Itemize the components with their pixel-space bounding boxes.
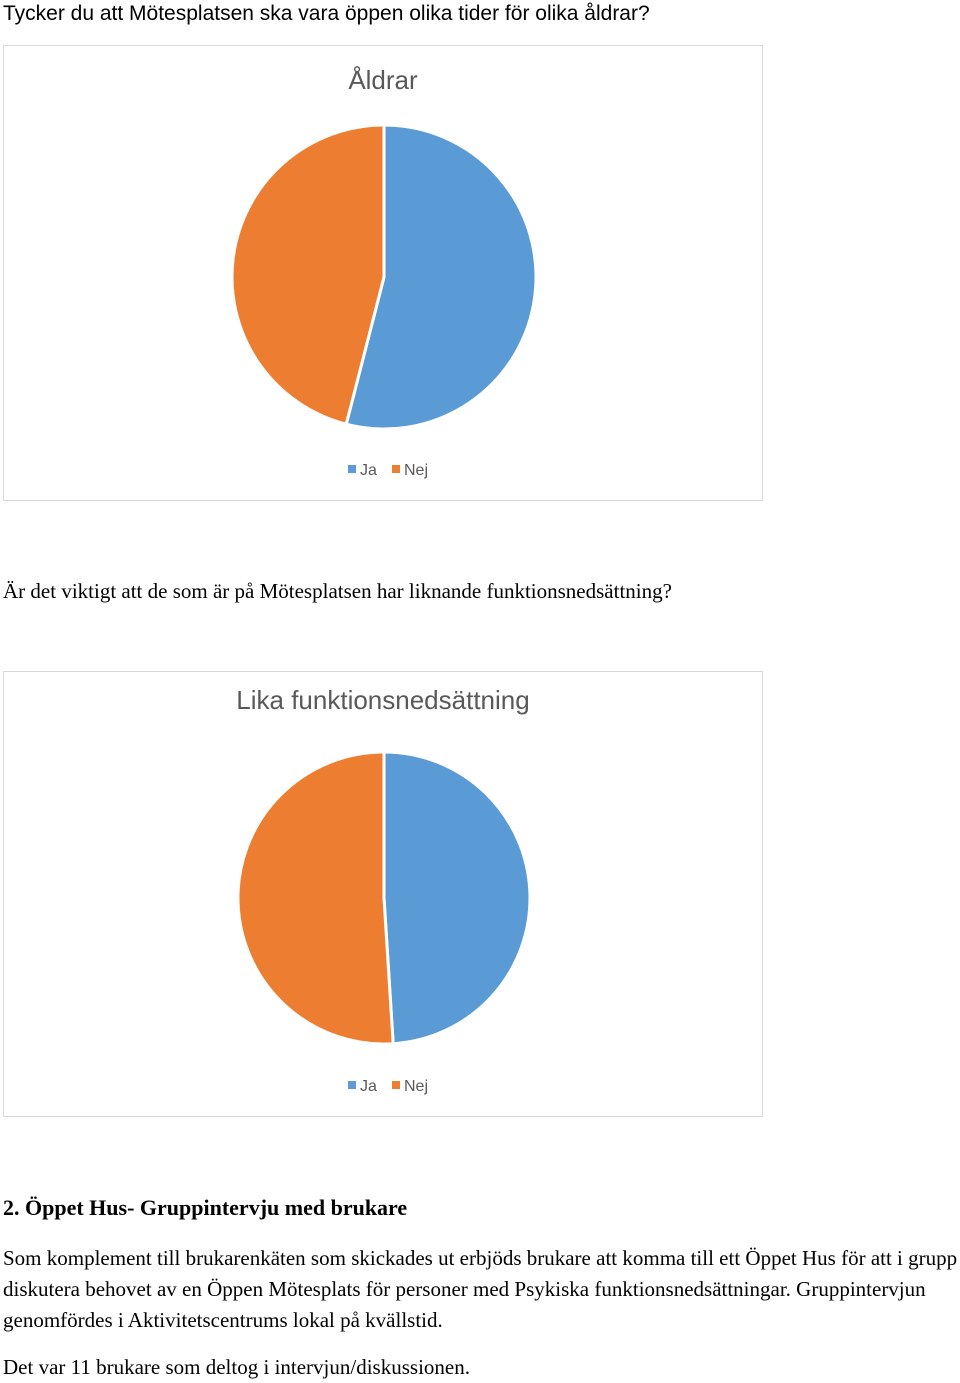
legend-swatch-ja — [348, 1081, 356, 1089]
question-disability: Är det viktigt att de som är på Mötespla… — [3, 579, 672, 603]
legend-swatch-nej — [392, 465, 400, 473]
chart-title: Lika funktionsnedsättning — [236, 685, 529, 715]
pie-slice-nej — [236, 750, 395, 1046]
body-paragraph: Som komplement till brukarenkäten som sk… — [3, 1246, 958, 1332]
legend-label-nej: Nej — [404, 462, 428, 479]
legend: Ja Nej — [348, 462, 428, 479]
pie-slice-nej — [230, 123, 386, 426]
pie-slice-ja — [382, 750, 532, 1046]
pie-chart-disability-svg: Lika funktionsnedsättning Ja Nej — [236, 685, 532, 1095]
question-ages: Tycker du att Mötesplatsen ska vara öppe… — [3, 2, 650, 25]
legend-label-nej: Nej — [404, 1078, 428, 1095]
legend-label-ja: Ja — [360, 462, 377, 479]
chart-title: Åldrar — [348, 65, 418, 95]
pie-slice-ja — [344, 123, 538, 431]
pie-chart-disability: Lika funktionsnedsättning Ja Nej — [3, 671, 763, 1117]
pie-chart-ages-svg: Åldrar Ja Nej — [230, 65, 538, 479]
body-paragraph: Det var 11 brukare som deltog i intervju… — [3, 1355, 470, 1379]
legend-label-ja: Ja — [360, 1078, 377, 1095]
section-heading: 2. Öppet Hus- Gruppintervju med brukare — [3, 1195, 408, 1220]
pie-chart-ages: Åldrar Ja Nej — [3, 45, 763, 501]
legend-swatch-nej — [392, 1081, 400, 1089]
legend-swatch-ja — [348, 465, 356, 473]
legend: Ja Nej — [348, 1078, 428, 1095]
pie-slices — [230, 123, 538, 431]
pie-slices — [236, 750, 532, 1046]
